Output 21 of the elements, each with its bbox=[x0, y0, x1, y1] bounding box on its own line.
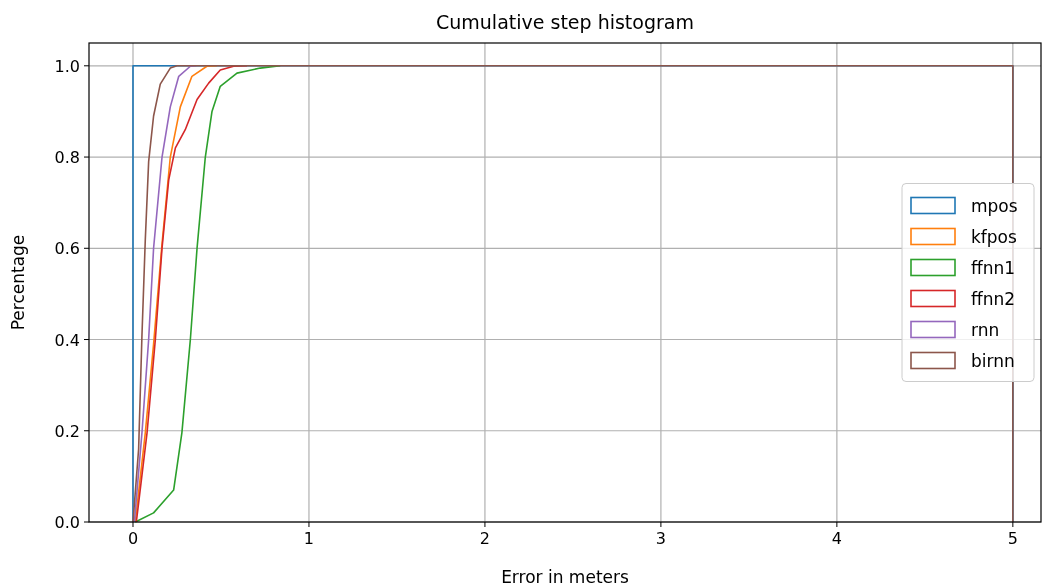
x-tick-label: 5 bbox=[1007, 529, 1018, 548]
legend-label: rnn bbox=[971, 319, 1000, 340]
y-tick-label: 0.2 bbox=[54, 421, 80, 441]
y-tick-label: 0.0 bbox=[54, 513, 80, 532]
legend-label: ffnn1 bbox=[971, 257, 1016, 278]
legend-label: ffnn2 bbox=[971, 288, 1016, 309]
legend-label: mpos bbox=[971, 195, 1018, 216]
y-tick-label: 0.6 bbox=[54, 239, 80, 259]
y-tick-label: 1.0 bbox=[54, 56, 80, 76]
x-tick-label: 4 bbox=[831, 529, 842, 548]
chart-title: Cumulative step histogram bbox=[436, 11, 694, 33]
x-tick-label: 3 bbox=[655, 529, 666, 548]
legend-label: birnn bbox=[971, 350, 1015, 371]
y-axis-title: Percentage bbox=[8, 234, 28, 331]
x-tick-label: 2 bbox=[479, 529, 491, 548]
y-tick-label: 0.4 bbox=[54, 330, 80, 350]
legend-label: kfpos bbox=[971, 226, 1018, 247]
x-axis-title: Error in meters bbox=[501, 567, 630, 587]
y-tick-label: 0.8 bbox=[54, 148, 80, 168]
x-tick-label: 0 bbox=[127, 529, 139, 548]
x-tick-label: 1 bbox=[303, 529, 315, 548]
